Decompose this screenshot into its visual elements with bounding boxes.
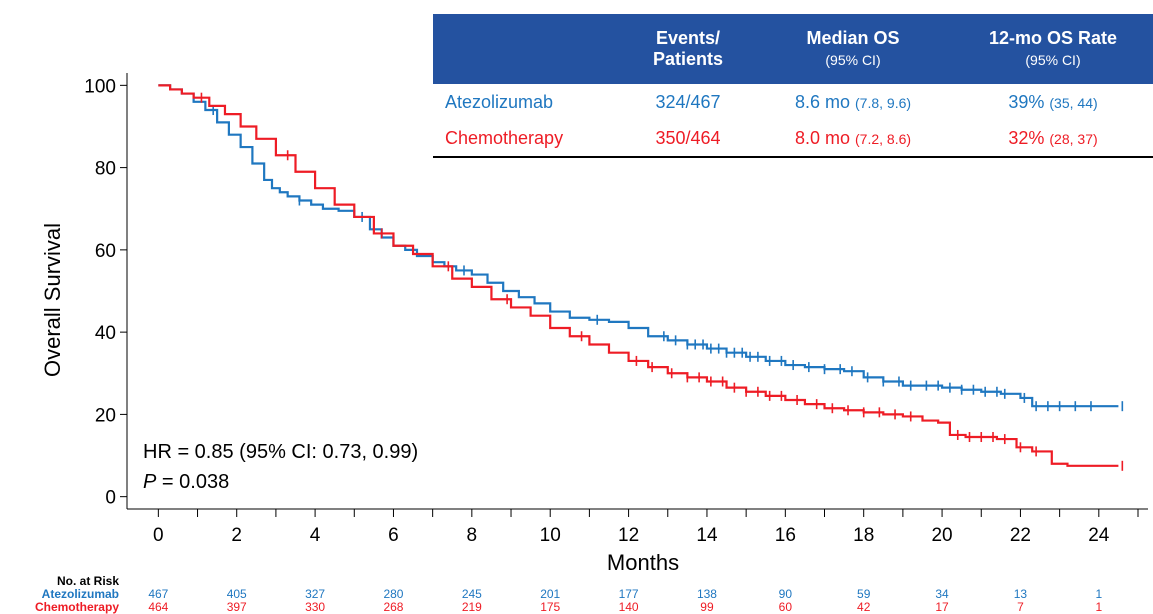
summary-header-row: Events/ Patients Median OS (95% CI) 12-m… xyxy=(433,14,1153,84)
risk-value: 1 xyxy=(1095,600,1102,614)
risk-value: 1 xyxy=(1095,587,1102,601)
x-axis-title: Months xyxy=(607,550,679,575)
y-tick-label: 0 xyxy=(105,488,116,509)
median-value: 8.0 mo xyxy=(794,127,850,148)
rate-ci: (35, 44) xyxy=(1049,94,1098,111)
x-tick-label: 10 xyxy=(540,525,561,546)
risk-table-header: No. at Risk xyxy=(57,574,119,588)
risk-value: 60 xyxy=(779,600,793,614)
header-arm xyxy=(433,14,623,84)
header-median-sub: (95% CI) xyxy=(825,52,881,68)
summary-table: Events/ Patients Median OS (95% CI) 12-m… xyxy=(433,14,1153,158)
risk-value: 268 xyxy=(383,600,403,614)
x-tick-label: 16 xyxy=(775,525,796,546)
risk-value: 201 xyxy=(540,587,560,601)
risk-value: 397 xyxy=(227,600,247,614)
hazard-ratio: HR = 0.85 (95% CI: 0.73, 0.99) xyxy=(143,441,418,463)
rate-ci: (28, 37) xyxy=(1049,130,1098,147)
risk-value: 405 xyxy=(227,587,247,601)
summary-row-atezolizumab: Atezolizumab 324/467 8.6 mo (7.8, 9.6) 3… xyxy=(433,84,1153,120)
risk-value: 90 xyxy=(779,587,793,601)
risk-value: 245 xyxy=(462,587,482,601)
risk-value: 467 xyxy=(148,587,168,601)
y-tick-label: 40 xyxy=(95,323,116,344)
p-value-text: = 0.038 xyxy=(156,471,229,493)
events-value: 350/464 xyxy=(623,120,753,158)
rate-value: 39% xyxy=(1008,91,1045,112)
x-tick-label: 24 xyxy=(1088,525,1110,546)
median-ci: (7.2, 8.6) xyxy=(855,130,912,147)
x-tick-label: 12 xyxy=(618,525,639,546)
header-median-main: Median OS xyxy=(806,28,900,49)
header-events: Events/ Patients xyxy=(623,14,753,84)
header-rate: 12-mo OS Rate (95% CI) xyxy=(953,14,1153,84)
risk-value: 99 xyxy=(700,600,714,614)
risk-value: 330 xyxy=(305,600,325,614)
p-label: P xyxy=(143,471,157,493)
arm-name: Atezolizumab xyxy=(445,91,554,112)
y-tick-label: 100 xyxy=(84,76,116,97)
median-cell: 8.6 mo (7.8, 9.6) xyxy=(753,84,953,120)
risk-value: 327 xyxy=(305,587,325,601)
events-value: 324/467 xyxy=(655,91,721,112)
median-ci: (7.8, 9.6) xyxy=(855,94,912,111)
header-median: Median OS (95% CI) xyxy=(753,14,953,84)
series-chemotherapy xyxy=(158,84,1124,471)
km-curve-chemotherapy xyxy=(158,84,1119,467)
x-tick-label: 14 xyxy=(696,525,718,546)
median-value: 8.6 mo xyxy=(794,91,850,112)
risk-value: 59 xyxy=(857,587,871,601)
x-tick-label: 22 xyxy=(1010,525,1031,546)
risk-value: 13 xyxy=(1014,587,1028,601)
x-tick-label: 4 xyxy=(310,525,321,546)
arm-name: Chemotherapy xyxy=(433,120,623,158)
rate-cell: 39% (35, 44) xyxy=(953,84,1153,120)
x-tick-label: 2 xyxy=(231,525,242,546)
risk-value: 177 xyxy=(619,587,639,601)
risk-value: 464 xyxy=(148,600,168,614)
summary-row-chemotherapy: Chemotherapy 350/464 8.0 mo (7.2, 8.6) 3… xyxy=(433,120,1153,158)
risk-label-chemotherapy: Chemotherapy xyxy=(35,600,119,614)
risk-label-atezolizumab: Atezolizumab xyxy=(42,587,119,601)
risk-value: 34 xyxy=(935,587,949,601)
x-tick-label: 20 xyxy=(931,525,952,546)
header-rate-main: 12-mo OS Rate xyxy=(988,28,1118,49)
header-events-main: Events/ xyxy=(655,28,721,49)
risk-value: 280 xyxy=(383,587,403,601)
y-tick-label: 20 xyxy=(95,405,116,426)
median-cell: 8.0 mo (7.2, 8.6) xyxy=(753,120,953,158)
rate-value: 32% xyxy=(1008,127,1045,148)
risk-value: 17 xyxy=(935,600,949,614)
header-events-sub: Patients xyxy=(652,49,724,69)
y-tick-label: 60 xyxy=(95,241,116,262)
x-tick-label: 0 xyxy=(153,525,164,546)
header-rate-sub: (95% CI) xyxy=(1025,52,1081,68)
risk-value: 175 xyxy=(540,600,560,614)
risk-value: 140 xyxy=(619,600,639,614)
series-atezolizumab xyxy=(158,84,1124,412)
risk-value: 219 xyxy=(462,600,482,614)
risk-value: 138 xyxy=(697,587,717,601)
rate-cell: 32% (28, 37) xyxy=(953,120,1153,158)
p-value: P = 0.038 xyxy=(143,471,229,493)
x-tick-label: 18 xyxy=(853,525,874,546)
y-tick-label: 80 xyxy=(95,159,116,180)
x-tick-label: 6 xyxy=(388,525,399,546)
x-tick-label: 8 xyxy=(467,525,478,546)
risk-value: 7 xyxy=(1017,600,1024,614)
y-axis-title: Overall Survival xyxy=(40,223,65,377)
risk-value: 42 xyxy=(857,600,871,614)
